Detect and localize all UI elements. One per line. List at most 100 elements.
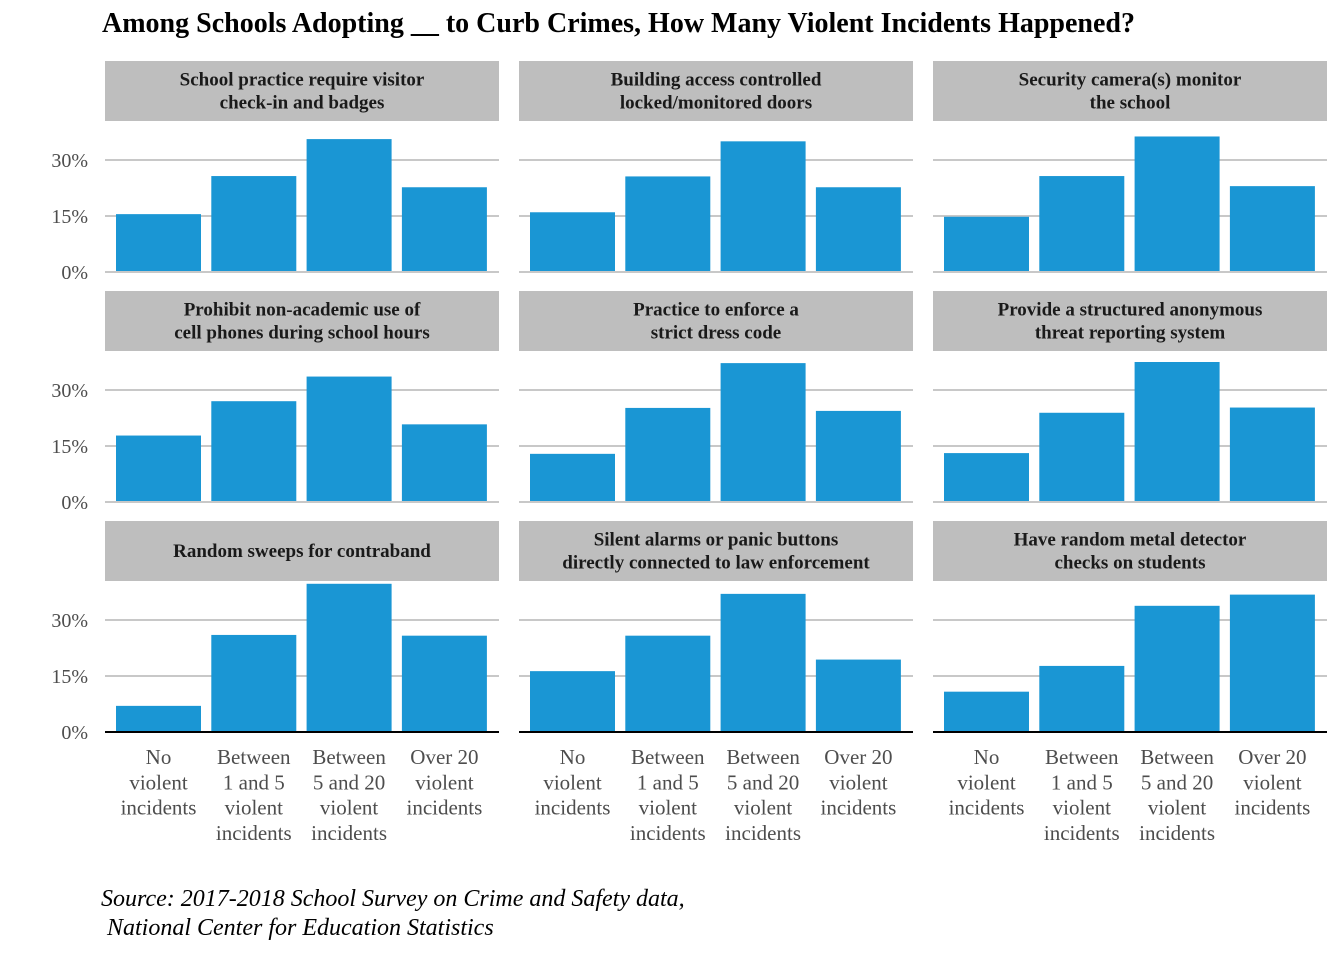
- facet-title-line: check-in and badges: [220, 93, 385, 114]
- facet-title-line: cell phones during school hours: [174, 323, 430, 344]
- facet-title-line: the school: [1090, 93, 1171, 114]
- x-tick-label: Between: [631, 745, 705, 769]
- facet-title-line: strict dress code: [651, 323, 782, 344]
- chart-title: Among Schools Adopting __ to Curb Crimes…: [102, 8, 1136, 39]
- bar: [944, 691, 1029, 732]
- x-tick-label: violent: [829, 770, 887, 794]
- x-tick-label: 1 and 5: [223, 770, 285, 794]
- x-tick-label: incidents: [949, 796, 1025, 820]
- x-tick-label: Between: [726, 745, 800, 769]
- x-tick-label: 1 and 5: [637, 770, 699, 794]
- bar: [815, 659, 901, 732]
- facet-strip: [105, 521, 499, 581]
- x-tick-label: violent: [225, 796, 283, 820]
- facet-strip: [519, 521, 913, 581]
- facet-strip: [933, 61, 1327, 121]
- bar: [401, 424, 487, 502]
- bar: [944, 453, 1029, 502]
- bar: [720, 363, 806, 502]
- bar: [211, 176, 297, 272]
- x-tick-label: 5 and 20: [313, 770, 385, 794]
- facet-title-line: Have random metal detector: [1014, 530, 1247, 551]
- bar: [1229, 594, 1315, 732]
- x-tick-label: violent: [415, 770, 473, 794]
- bar: [530, 453, 615, 502]
- facet-title-line: threat reporting system: [1035, 323, 1225, 344]
- bar: [1134, 136, 1220, 272]
- bar: [815, 410, 901, 502]
- y-tick-label: 0%: [61, 492, 88, 514]
- x-tick-label: Between: [1045, 745, 1119, 769]
- x-tick-label: incidents: [535, 796, 611, 820]
- y-tick-label: 30%: [51, 610, 88, 632]
- facet-title-line: checks on students: [1055, 553, 1206, 574]
- x-tick-label: violent: [1053, 796, 1111, 820]
- x-tick-label: No: [974, 745, 1000, 769]
- x-tick-label: incidents: [406, 796, 482, 820]
- x-tick-label: Between: [1140, 745, 1214, 769]
- x-tick-label: violent: [543, 770, 601, 794]
- facet-title-line: Practice to enforce a: [633, 300, 799, 321]
- x-tick-label: violent: [639, 796, 697, 820]
- bar: [720, 593, 806, 732]
- bar: [625, 176, 711, 272]
- bar: [530, 212, 615, 272]
- bar: [306, 139, 392, 272]
- x-tick-label: violent: [320, 796, 378, 820]
- bar: [116, 705, 201, 732]
- bar: [306, 376, 392, 502]
- facet-title-line: Security camera(s) monitor: [1019, 70, 1242, 91]
- x-tick-label: violent: [734, 796, 792, 820]
- facet-strip: [933, 521, 1327, 581]
- facet-strip: [519, 291, 913, 351]
- bar: [1134, 362, 1220, 502]
- facet-title-line: directly connected to law enforcement: [562, 553, 870, 574]
- facet-title-line: Prohibit non-academic use of: [184, 300, 421, 321]
- x-tick-label: incidents: [820, 796, 896, 820]
- x-tick-label: No: [560, 745, 586, 769]
- bar: [211, 634, 297, 732]
- x-tick-label: 5 and 20: [727, 770, 799, 794]
- x-tick-label: violent: [1148, 796, 1206, 820]
- y-tick-label: 0%: [61, 722, 88, 744]
- bar: [1134, 605, 1220, 732]
- bar: [625, 407, 711, 502]
- x-tick-label: incidents: [1234, 796, 1310, 820]
- x-tick-label: violent: [957, 770, 1015, 794]
- x-tick-label: Over 20: [1238, 745, 1306, 769]
- facet-strip: [933, 291, 1327, 351]
- facet-title-line: Building access controlled: [611, 70, 822, 91]
- bar: [1229, 186, 1315, 272]
- facet-title-line: School practice require visitor: [180, 70, 425, 91]
- facet-title-line: Random sweeps for contraband: [173, 541, 431, 562]
- x-tick-label: incidents: [1044, 821, 1120, 845]
- x-tick-label: violent: [129, 770, 187, 794]
- bar: [401, 635, 487, 732]
- y-tick-label: 30%: [51, 380, 88, 402]
- y-tick-label: 15%: [51, 666, 88, 688]
- x-tick-label: 1 and 5: [1051, 770, 1113, 794]
- facet-strip: [519, 61, 913, 121]
- bar: [1229, 407, 1315, 502]
- bar: [116, 214, 201, 272]
- y-tick-label: 30%: [51, 150, 88, 172]
- x-tick-label: Over 20: [410, 745, 478, 769]
- x-tick-label: incidents: [121, 796, 197, 820]
- y-tick-label: 15%: [51, 206, 88, 228]
- y-tick-label: 0%: [61, 262, 88, 284]
- facet-strip: [105, 61, 499, 121]
- facet-strip: [105, 291, 499, 351]
- bar: [944, 216, 1029, 272]
- x-tick-label: 5 and 20: [1141, 770, 1213, 794]
- x-tick-label: incidents: [630, 821, 706, 845]
- bar: [815, 187, 901, 272]
- bar: [530, 671, 615, 732]
- x-tick-label: No: [146, 745, 172, 769]
- source-caption-line-2: National Center for Education Statistics: [101, 915, 494, 941]
- bar: [116, 435, 201, 502]
- x-tick-label: Between: [312, 745, 386, 769]
- bar: [306, 583, 392, 732]
- facet-title-line: Provide a structured anonymous: [998, 300, 1263, 321]
- bar: [1039, 412, 1125, 502]
